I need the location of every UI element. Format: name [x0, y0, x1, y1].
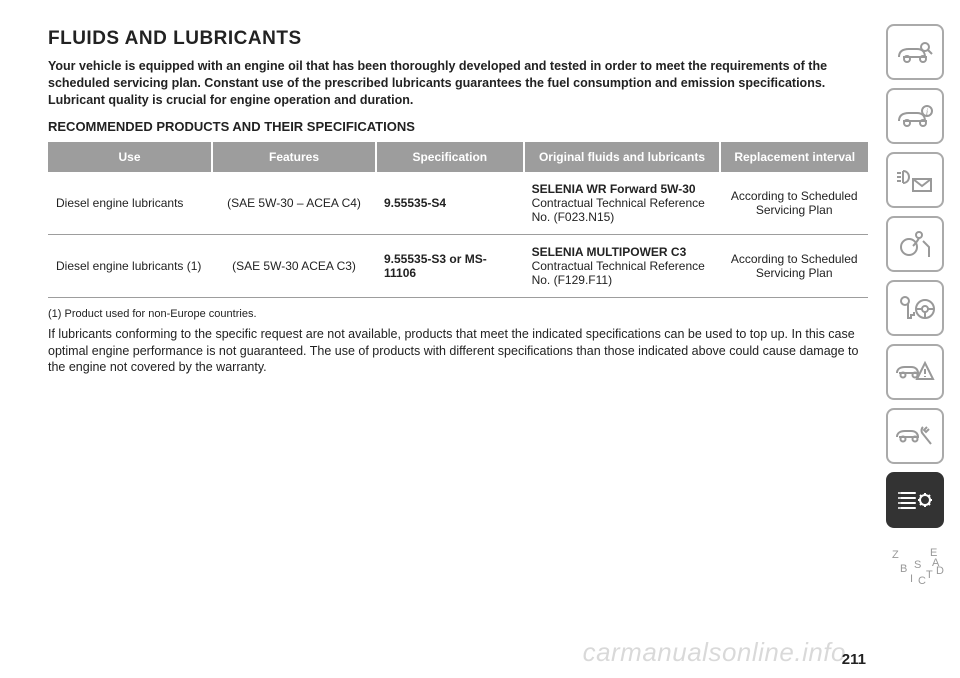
- key-wheel-icon: [886, 280, 944, 336]
- orig-ref: Contractual Technical Reference No. (F02…: [532, 196, 713, 224]
- body-text: If lubricants conforming to the specific…: [48, 326, 868, 377]
- car-wrench-icon: [886, 408, 944, 464]
- cell-original: SELENIA WR Forward 5W-30 Contractual Tec…: [524, 172, 721, 235]
- th-replacement: Replacement interval: [720, 142, 868, 172]
- main-content: FLUIDS AND LUBRICANTS Your vehicle is eq…: [0, 0, 886, 678]
- page-number: 211: [842, 651, 866, 668]
- th-features: Features: [212, 142, 376, 172]
- cell-features: (SAE 5W-30 – ACEA C4): [212, 172, 376, 235]
- cell-use: Diesel engine lubricants (1): [48, 234, 212, 297]
- th-original: Original fluids and lubricants: [524, 142, 721, 172]
- orig-name: SELENIA MULTIPOWER C3: [532, 245, 713, 259]
- page-title: FLUIDS AND LUBRICANTS: [48, 28, 868, 50]
- compass-letters-icon: Z B I S C T E A D: [886, 536, 944, 592]
- table-row: Diesel engine lubricants (SAE 5W-30 – AC…: [48, 172, 868, 235]
- car-info-icon: i: [886, 88, 944, 144]
- footnote: (1) Product used for non-Europe countrie…: [48, 308, 868, 320]
- orig-ref: Contractual Technical Reference No. (F12…: [532, 259, 713, 287]
- subheading: RECOMMENDED PRODUCTS AND THEIR SPECIFICA…: [48, 119, 868, 134]
- cell-replacement: According to Scheduled Servicing Plan: [720, 172, 868, 235]
- watermark: carmanualsonline.info: [583, 637, 846, 668]
- th-use: Use: [48, 142, 212, 172]
- th-spec: Specification: [376, 142, 524, 172]
- car-search-icon: [886, 24, 944, 80]
- cell-features: (SAE 5W-30 ACEA C3): [212, 234, 376, 297]
- car-warning-icon: [886, 344, 944, 400]
- cell-original: SELENIA MULTIPOWER C3 Contractual Techni…: [524, 234, 721, 297]
- cell-use: Diesel engine lubricants: [48, 172, 212, 235]
- orig-name: SELENIA WR Forward 5W-30: [532, 182, 713, 196]
- cell-spec: 9.55535-S4: [376, 172, 524, 235]
- light-envelope-icon: [886, 152, 944, 208]
- table-row: Diesel engine lubricants (1) (SAE 5W-30 …: [48, 234, 868, 297]
- cell-spec: 9.55535-S3 or MS-11106: [376, 234, 524, 297]
- list-gear-icon: [886, 472, 944, 528]
- cell-replacement: According to Scheduled Servicing Plan: [720, 234, 868, 297]
- intro-text: Your vehicle is equipped with an engine …: [48, 58, 868, 109]
- sidebar: i Z B I S C T E A D: [886, 0, 960, 678]
- airbag-icon: [886, 216, 944, 272]
- lubricants-table: Use Features Specification Original flui…: [48, 142, 868, 298]
